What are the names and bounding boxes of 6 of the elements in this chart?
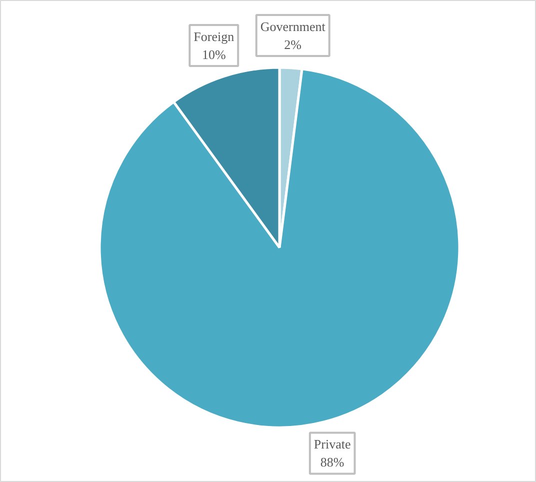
data-label: 10% <box>202 46 226 62</box>
data-label: 88% <box>320 454 344 470</box>
slice-label: Foreign <box>194 28 235 44</box>
slice-label: Government <box>260 19 326 34</box>
data-label: 2% <box>284 37 302 52</box>
slice-label: Private <box>314 436 351 452</box>
